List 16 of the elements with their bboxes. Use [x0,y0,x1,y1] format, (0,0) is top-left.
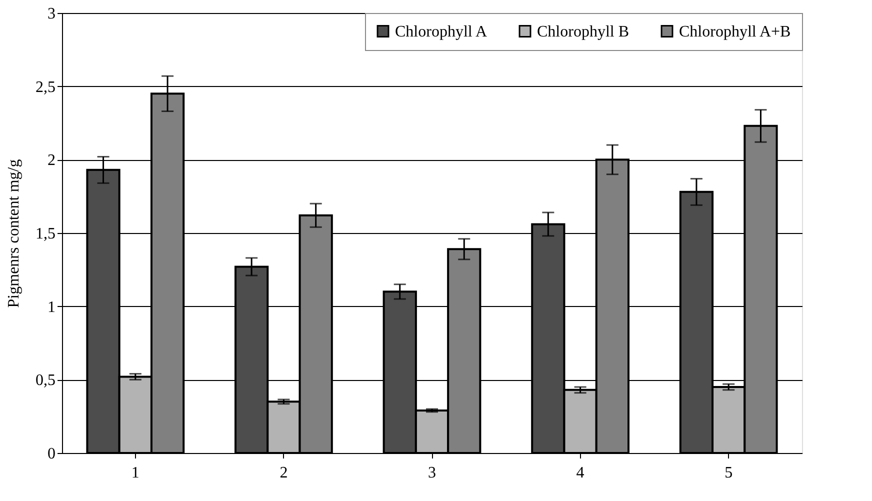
y-tick-label: 3 [48,6,56,22]
x-tick-label: 3 [428,464,436,482]
legend-label: Chlorophyll A+B [679,23,791,40]
x-tick-label: 2 [280,464,288,482]
y-tick-label: 2 [48,152,56,170]
y-tick-label: 1,5 [36,226,56,242]
x-tick-label: 4 [576,464,584,482]
legend-label: Chlorophyll A [395,23,488,40]
y-tick-label: 1 [48,298,56,316]
y-tick-label: 0,5 [36,372,56,390]
x-tick-label: 5 [724,464,733,482]
x-tick-label: 1 [131,464,140,482]
legend-label: Chlorophyll B [537,23,630,40]
y-axis-title: Pigmenrs content mg/g [6,159,22,308]
y-tick-label: 0 [48,446,56,462]
y-tick-label: 2,5 [36,78,56,96]
